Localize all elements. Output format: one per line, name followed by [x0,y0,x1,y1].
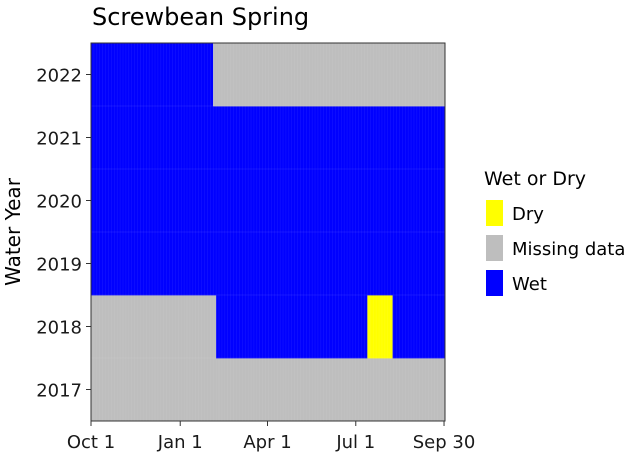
legend-title: Wet or Dry [484,168,586,190]
y-tick-label: 2017 [36,381,82,402]
heatmap-cell-2018-2 [216,295,368,359]
y-tick-label: 2019 [36,255,82,276]
y-tick-label: 2020 [36,192,82,213]
heatmap-cell-2018-1 [91,295,217,359]
grid-lines [90,43,445,421]
y-axis-ticks: 2017 2018 2019 2020 2021 2022 [36,66,91,402]
x-tick-label: Jan 1 [157,432,203,453]
heatmap-cell-2019-5 [91,232,445,296]
legend-entries: Dry Missing data Wet [486,200,625,296]
legend-swatch-dry [486,200,503,226]
legend-label: Dry [512,204,544,225]
heatmap-cell-2018-3 [367,295,393,359]
x-tick-label: Oct 1 [67,432,115,453]
heatmap-cell-2022-8 [91,43,214,107]
heatmap-cell-2018-4 [392,295,445,359]
legend-swatch-missing-data [486,235,503,261]
heatmap-cell-2017-0 [91,358,445,422]
legend: Wet or Dry Dry Missing data Wet [484,168,625,296]
y-tick-label: 2022 [36,66,82,87]
heatmap-cell-2020-6 [91,169,445,233]
x-tick-label: Jul 1 [335,432,375,453]
heatmap-cell-2022-9 [213,43,445,107]
heatmap-cells [91,43,445,422]
x-tick-label: Apr 1 [243,432,291,453]
y-tick-label: 2018 [36,318,82,339]
chart-title: Screwbean Spring [92,3,309,31]
x-tick-label: Sep 30 [413,432,476,453]
y-tick-label: 2021 [36,129,82,150]
legend-label: Missing data [512,239,625,260]
legend-label: Wet [512,274,547,295]
y-axis-label: Water Year [1,177,25,286]
legend-swatch-wet [486,270,503,296]
x-axis-ticks: Oct 1 Jan 1 Apr 1 Jul 1 Sep 30 [67,421,475,453]
heatmap-cell-2021-7 [91,106,445,170]
